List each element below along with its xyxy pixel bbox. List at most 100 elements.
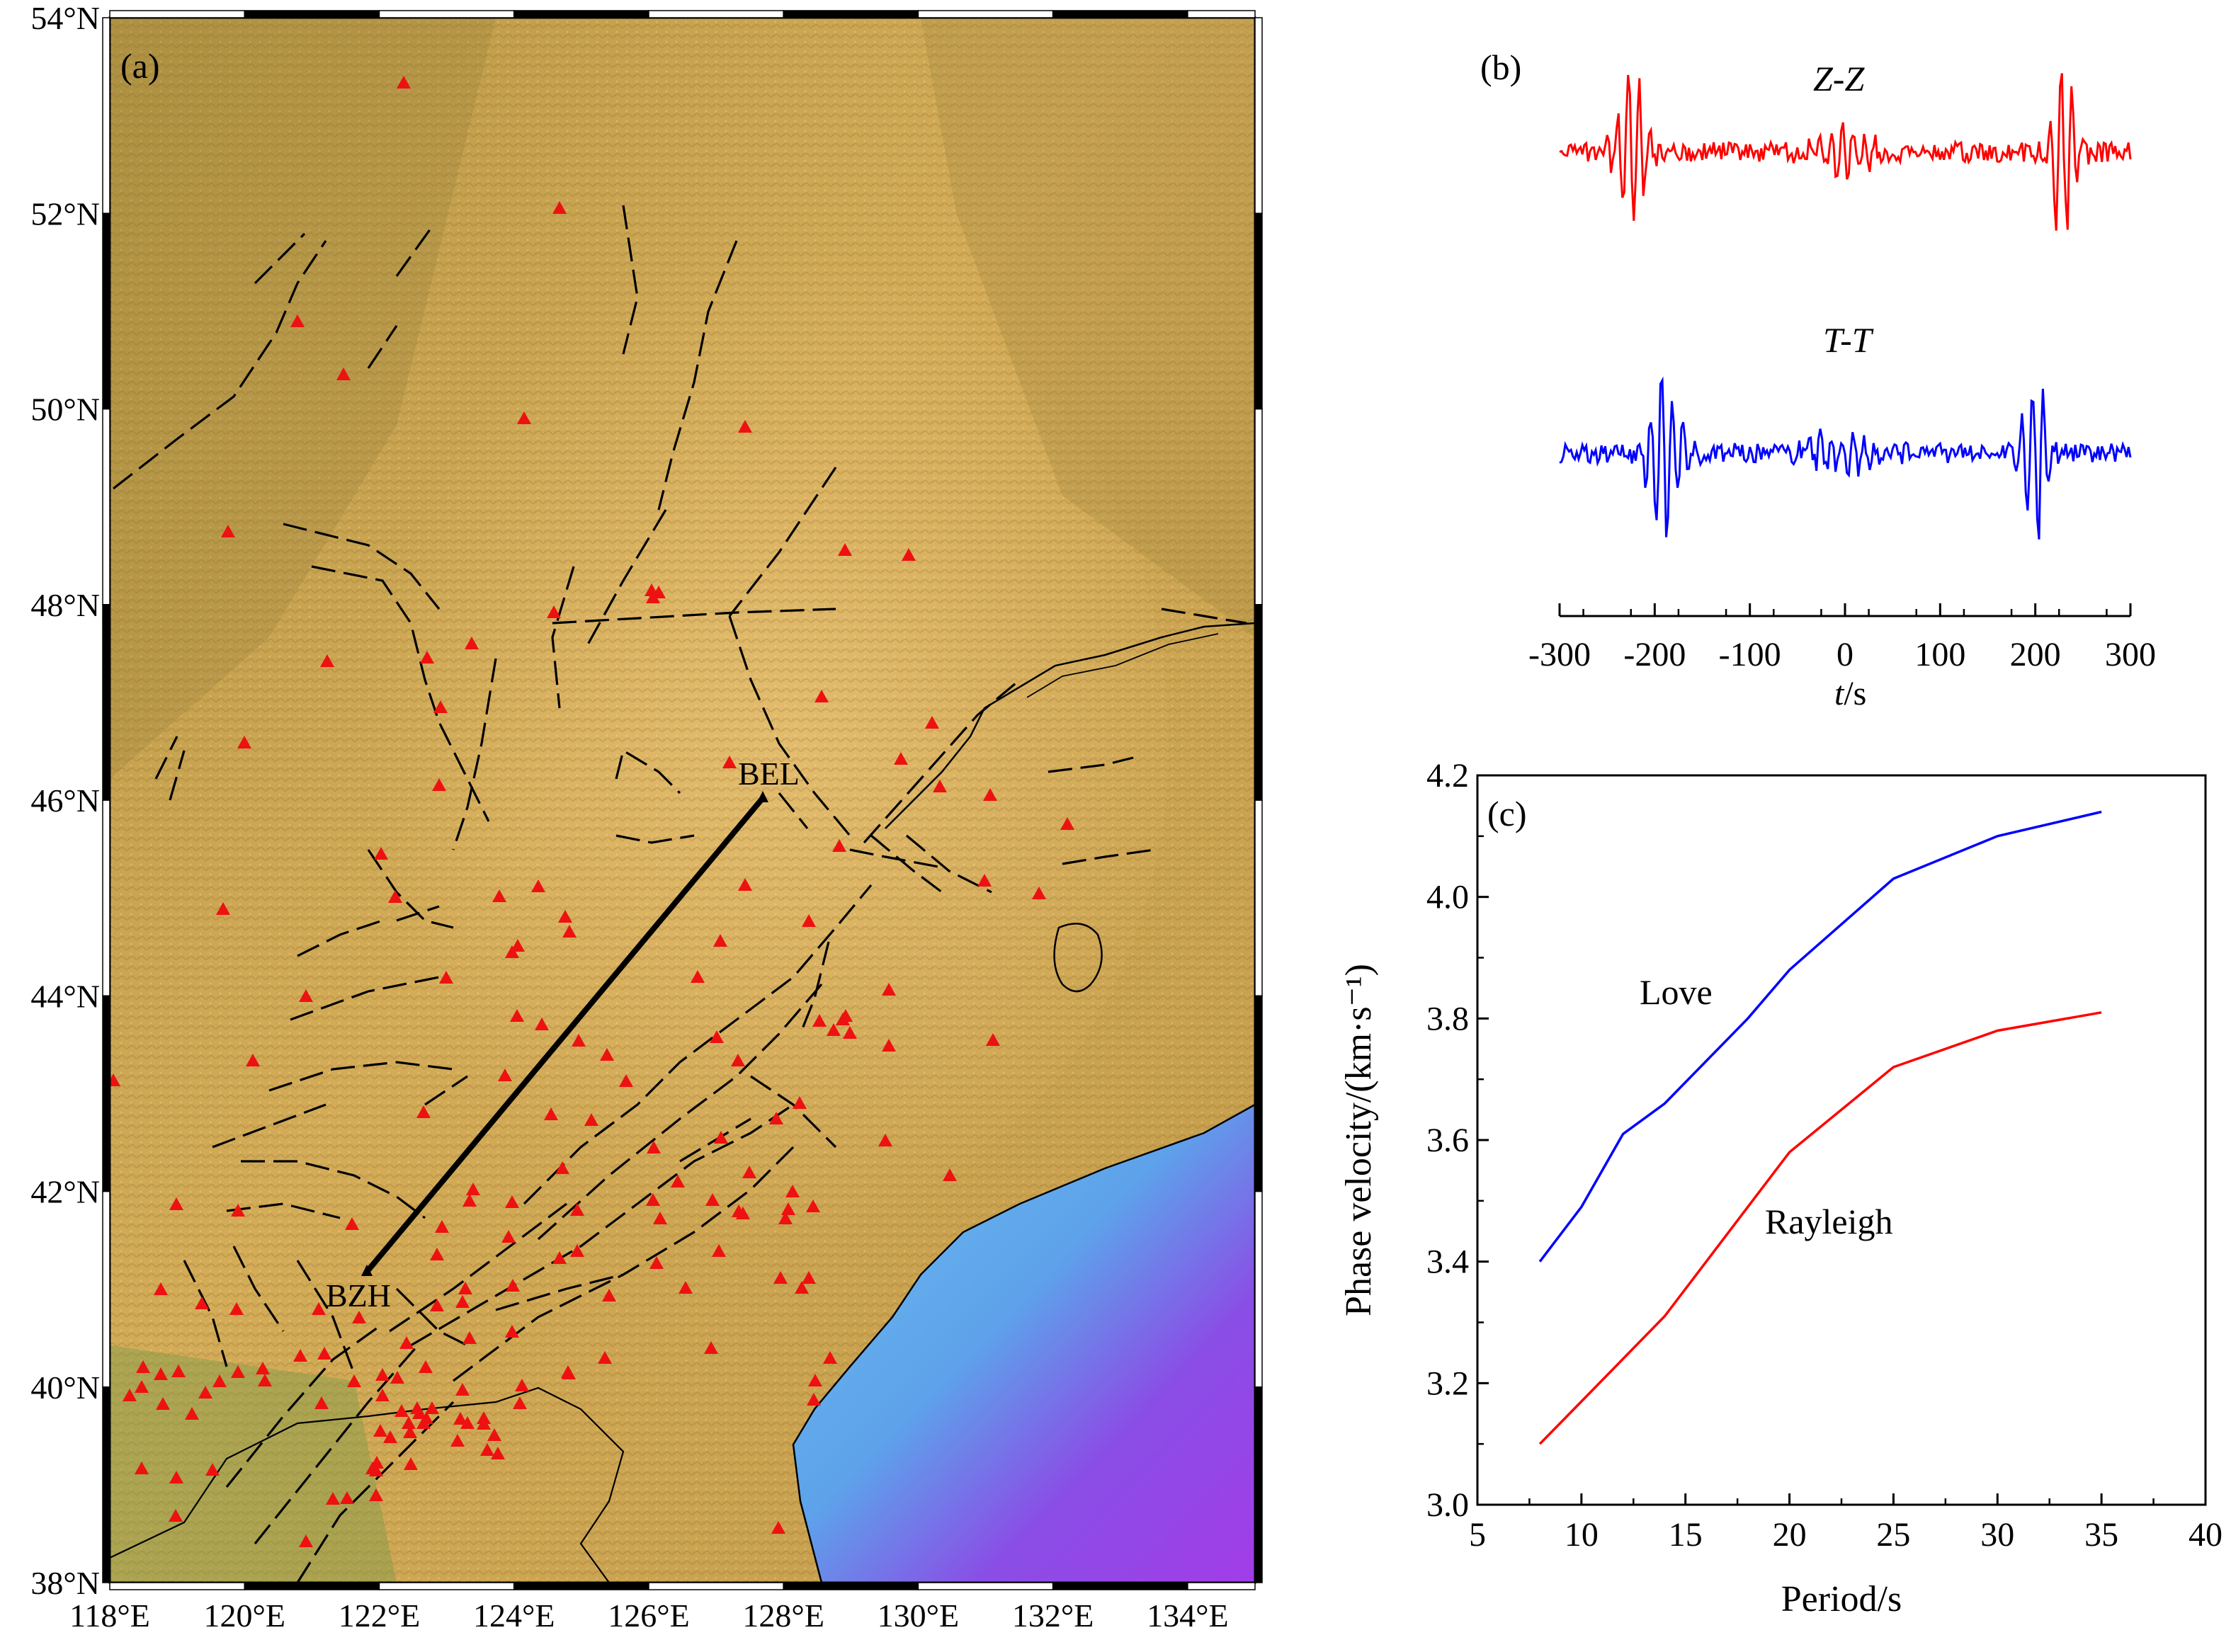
station-triangle-icon [229,1302,244,1315]
border-segment [102,408,110,605]
x-tick-label: 5 [1469,1516,1486,1554]
station-triangle-icon [419,1360,433,1373]
border-segment [1254,1190,1263,1388]
station-triangle-icon [1060,817,1074,830]
station-triangle-icon [652,586,666,598]
station-triangle-icon [198,1386,212,1398]
border-segment [513,1582,649,1590]
map-panel: BEL BZH 118°E 120°E 122°E 124°E 126°E 128°E 13… [30,0,1263,1634]
station-triangle-icon [795,1281,809,1294]
border-segment [1052,10,1188,18]
station-triangle-icon [505,1195,519,1208]
station-triangle-icon [231,1365,245,1378]
lake-outline [1053,923,1103,993]
station-triangle-icon [299,989,313,1002]
border-segment [1254,799,1263,996]
station-triangle-icon [460,1416,475,1429]
station-label-bel: BEL [738,756,800,792]
station-triangle-icon [773,1271,788,1284]
station-bel-marker [757,791,768,802]
station-triangle-icon [511,939,525,952]
station-triangle-icon [742,1166,756,1178]
station-triangle-icon [345,1217,359,1230]
station-triangle-icon [154,1367,168,1380]
border-segment [1254,17,1263,214]
trace-tt-line [1559,376,2132,540]
lon-tick-label: 134°E [1147,1597,1229,1634]
station-triangle-icon [154,1282,168,1295]
station-triangle-icon [231,1204,245,1217]
waveform-tick-label: -300 [1528,636,1591,673]
station-triangle-icon [943,1168,957,1181]
border-segment [109,10,245,18]
station-triangle-icon [123,1389,137,1401]
border-river [885,622,1255,829]
station-triangle-icon [458,1282,472,1294]
station-triangle-icon [827,1023,841,1036]
station-triangle-icon [731,1054,745,1066]
station-triangle-icon [375,1368,390,1381]
station-triangle-icon [320,654,334,667]
station-triangle-icon [769,1112,783,1124]
station-triangle-icon [598,1351,612,1364]
station-triangle-icon [584,1113,598,1126]
station-triangle-icon [383,1430,397,1443]
station-markers [110,76,1074,1547]
y-tick-label: 4.0 [1426,879,1469,916]
station-triangle-icon [369,1488,383,1501]
station-triangle-icon [679,1281,693,1294]
station-triangle-icon [336,368,351,380]
dispersion-chart: (c) 5 10 15 20 25 30 35 40 3.0 3.2 3.4 3.6 3.8 4.0 4.2… [1339,757,2223,1619]
station-triangle-icon [403,1425,417,1438]
border-segment [1254,1386,1263,1583]
station-triangle-icon [430,1299,444,1311]
station-triangle-icon [802,1271,816,1284]
border-segment [109,1582,245,1590]
station-triangle-icon [317,1347,331,1360]
x-tick-label: 10 [1565,1516,1599,1554]
station-triangle-icon [375,1389,390,1401]
lat-tick-label: 46°N [30,782,100,819]
waveform-tick-label: 0 [1837,636,1854,673]
station-triangle-icon [390,1371,404,1384]
station-triangle-icon [169,1471,183,1483]
station-bzh-marker [361,1265,373,1276]
station-triangle-icon [882,983,896,996]
station-triangle-icon [552,1251,567,1264]
station-triangle-icon [505,1325,519,1338]
border-segment [244,10,380,18]
station-triangle-icon [466,1183,480,1195]
y-tick-label: 3.4 [1426,1243,1469,1281]
station-triangle-icon [299,1534,313,1547]
station-triangle-icon [646,1193,660,1206]
station-triangle-icon [570,1203,584,1216]
border-segment [378,1582,515,1590]
station-triangle-icon [340,1491,354,1504]
border-segment [1254,604,1263,801]
y-tick-label: 4.2 [1426,757,1469,794]
station-triangle-icon [722,756,737,768]
border-segment [783,10,919,18]
trace-zz-line [1559,73,2132,231]
station-triangle-icon [290,314,305,327]
coastline [792,1103,1255,1583]
station-triangle-icon [374,847,388,860]
x-tick-label: 15 [1669,1516,1703,1554]
y-tick-label: 3.6 [1426,1122,1469,1159]
station-triangle-icon [453,1412,467,1425]
border-segment [917,1582,1054,1590]
waveform-tick-label: 300 [2105,636,2156,673]
station-triangle-icon [653,1212,667,1224]
y-axis-title: Phase velocity/(km·s⁻¹) [1339,964,1379,1316]
station-triangle-icon [256,1362,270,1374]
station-triangle-icon [1032,887,1046,899]
series-label-rayleigh: Rayleigh [1765,1202,1893,1241]
y-tick-label: 3.8 [1426,1000,1469,1037]
border-segment [102,799,110,996]
station-triangle-icon [555,1161,569,1174]
station-triangle-icon [619,1074,633,1087]
station-triangle-icon [925,716,939,729]
x-tick-label: 40 [2189,1516,2223,1554]
station-triangle-icon [480,1443,494,1456]
station-triangle-icon [806,1200,820,1212]
